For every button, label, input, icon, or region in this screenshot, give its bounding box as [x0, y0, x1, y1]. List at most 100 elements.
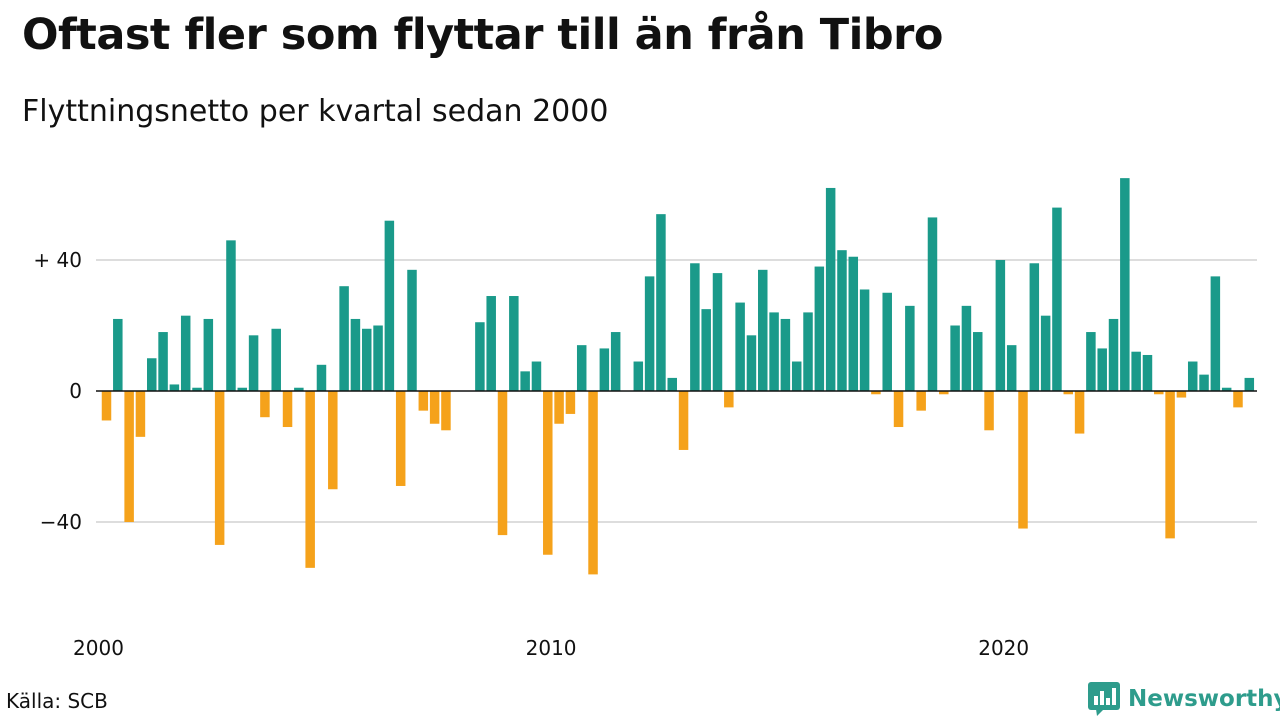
bar — [226, 240, 236, 391]
bar — [147, 358, 157, 391]
bar — [169, 384, 180, 391]
bar — [486, 296, 496, 391]
bar — [429, 391, 440, 424]
bar — [1165, 391, 1175, 539]
bar — [543, 391, 553, 555]
bar — [871, 391, 881, 395]
bar — [678, 391, 689, 450]
bar — [633, 361, 644, 391]
bar — [690, 263, 700, 391]
bar — [610, 332, 621, 391]
x-tick-label: 2010 — [526, 636, 577, 660]
bar — [1199, 374, 1209, 392]
bar — [1063, 391, 1074, 395]
bar — [837, 250, 847, 391]
bar — [113, 318, 123, 391]
bar — [1074, 391, 1085, 434]
bar — [180, 315, 191, 392]
bars — [96, 178, 1257, 575]
bar — [418, 391, 429, 411]
bar — [407, 269, 417, 391]
bar — [1210, 276, 1221, 392]
y-tick-label: −40 — [40, 510, 82, 534]
bar — [1097, 348, 1107, 391]
bar — [1120, 178, 1130, 392]
bar — [361, 328, 372, 391]
bar — [509, 296, 519, 391]
bar — [316, 364, 327, 391]
x-tick-label: 2000 — [73, 636, 124, 660]
bar — [893, 391, 904, 428]
bar — [656, 214, 666, 391]
bar — [1131, 351, 1141, 391]
bar — [769, 312, 779, 391]
bar — [101, 391, 112, 421]
bar — [712, 273, 723, 391]
bar — [814, 266, 825, 391]
bar — [939, 391, 949, 395]
axis-labels: + 40 0 −40 2000 2010 2020 — [33, 248, 1029, 660]
bar — [1029, 263, 1040, 391]
bar — [1142, 354, 1153, 391]
bar — [384, 220, 395, 391]
bar — [1006, 345, 1017, 391]
bar — [701, 309, 711, 392]
bar — [905, 305, 915, 391]
bar — [1154, 391, 1164, 395]
bar — [791, 361, 802, 391]
bar — [1221, 387, 1232, 391]
bar — [667, 377, 677, 391]
bar — [282, 391, 293, 428]
bar — [950, 325, 960, 391]
bar — [758, 269, 768, 391]
bar — [373, 325, 383, 391]
bar — [848, 256, 859, 392]
bar — [576, 345, 587, 391]
chart-title: Oftast fler som flyttar till än från Tib… — [22, 10, 943, 60]
bar — [599, 348, 610, 391]
bar — [260, 391, 270, 418]
bar — [724, 391, 734, 408]
bar — [158, 332, 168, 391]
bar — [1108, 318, 1119, 391]
bar — [644, 276, 655, 392]
bar — [1187, 361, 1198, 391]
bar — [735, 302, 745, 391]
bar — [1176, 391, 1187, 398]
y-tick-label: + 40 — [33, 248, 82, 272]
brand-name: Newsworthy — [1128, 685, 1280, 712]
bar — [803, 312, 813, 391]
bar — [350, 318, 361, 391]
bar — [237, 387, 248, 391]
bar — [441, 391, 451, 431]
bar — [746, 335, 757, 391]
bar — [554, 391, 564, 424]
newsworthy-chart-icon — [1088, 682, 1120, 716]
bar — [1086, 332, 1096, 391]
bar — [135, 391, 146, 437]
bar — [531, 361, 542, 391]
bar — [497, 391, 508, 536]
bar — [395, 391, 406, 486]
y-tick-label: 0 — [69, 379, 82, 403]
bar — [859, 289, 870, 391]
bar — [565, 391, 576, 414]
bar — [248, 335, 259, 391]
bar — [1052, 207, 1062, 391]
grid-lines — [96, 259, 1257, 523]
bar — [927, 217, 938, 391]
bar — [294, 387, 304, 391]
bar — [995, 260, 1006, 391]
bar — [328, 391, 338, 490]
chart-subtitle: Flyttningsnetto per kvartal sedan 2000 — [22, 94, 609, 129]
bar — [984, 391, 994, 431]
bar — [271, 328, 281, 391]
bar — [825, 187, 836, 391]
brand-logo: Newsworthy — [1088, 682, 1280, 716]
bar — [588, 391, 598, 575]
bar — [124, 391, 134, 522]
bar — [192, 387, 202, 391]
x-tick-label: 2020 — [978, 636, 1029, 660]
bar — [1040, 315, 1051, 392]
